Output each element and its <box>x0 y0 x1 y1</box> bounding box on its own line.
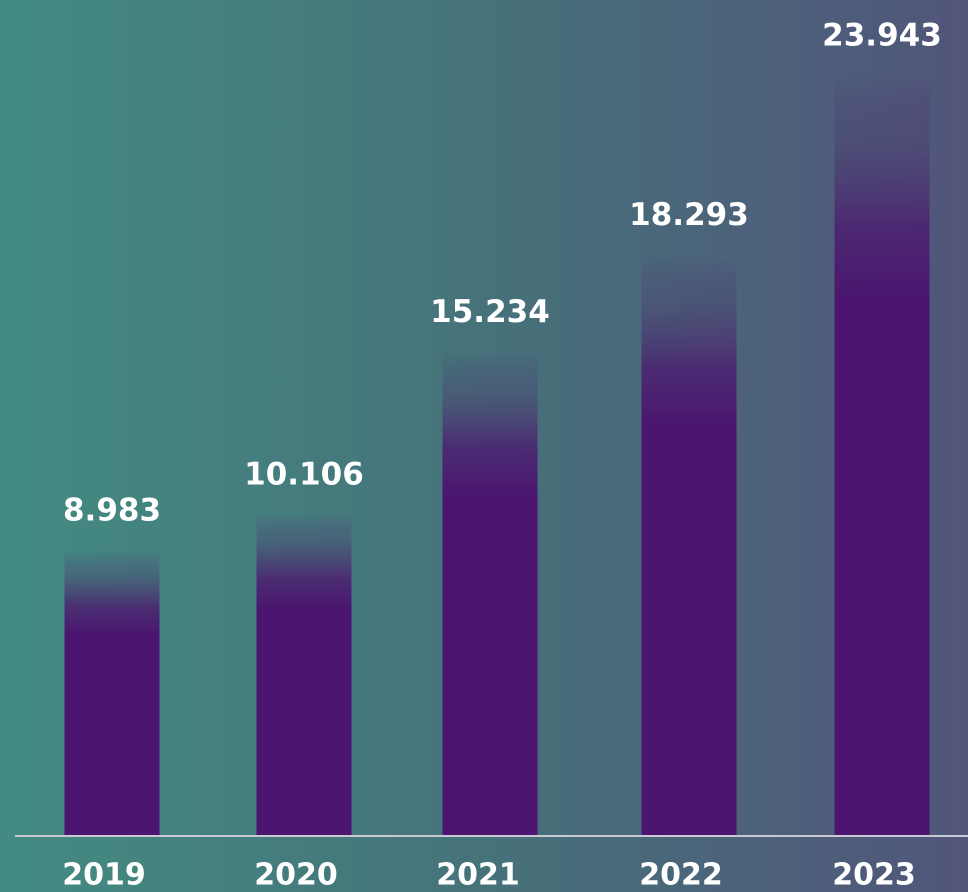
value-label: 18.293 <box>629 197 749 233</box>
value-label: 15.234 <box>430 294 550 330</box>
bar <box>641 254 737 836</box>
value-label: 8.983 <box>63 492 161 528</box>
bar <box>834 75 930 835</box>
x-tick-label: 2020 <box>254 858 338 892</box>
x-tick-label: 2019 <box>62 858 146 892</box>
x-tick-label: 2022 <box>639 858 723 892</box>
x-tick-label: 2021 <box>436 858 520 892</box>
bar <box>442 351 538 835</box>
bar <box>64 549 160 835</box>
value-label: 10.106 <box>244 457 364 493</box>
value-label: 23.943 <box>822 18 942 54</box>
x-tick-label: 2023 <box>832 858 916 892</box>
bar <box>256 514 352 835</box>
